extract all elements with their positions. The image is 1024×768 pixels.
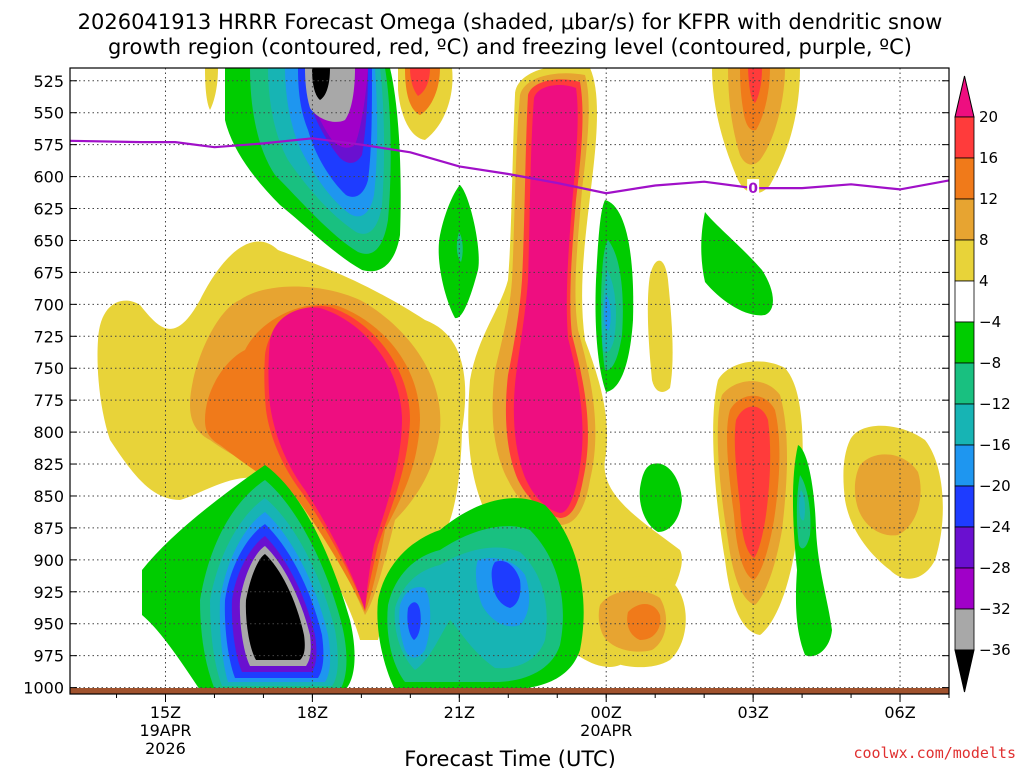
- colorbar-label: −4: [979, 313, 1001, 331]
- credit-text: coolwx.com/modelts: [853, 744, 1016, 762]
- colorbar-segment: [954, 321, 975, 364]
- colorbar-label: −16: [979, 436, 1011, 454]
- y-tick-label: 950: [33, 615, 64, 634]
- omega-fill-cyan-04z: [799, 490, 805, 521]
- x-tick-label: 00Z: [591, 703, 622, 722]
- y-tick-label: 825: [33, 455, 64, 474]
- omega-fill-green-01z-mid: [639, 463, 682, 532]
- y-tick-label: 725: [33, 327, 64, 346]
- omega-fill-yellow-right-small: [647, 260, 673, 392]
- colorbar-segment: [954, 362, 975, 405]
- omega-fill-green-04z: [792, 445, 832, 657]
- freezing-level: 0: [69, 137, 950, 197]
- y-tick-label: 850: [33, 487, 64, 506]
- colorbar-label: −28: [979, 559, 1011, 577]
- colorbar-label: 4: [979, 272, 989, 290]
- y-tick-label: 525: [33, 72, 64, 91]
- colorbar-label: −24: [979, 518, 1011, 536]
- colorbar-label: −8: [979, 354, 1001, 372]
- y-tick-label: 575: [33, 136, 64, 155]
- colorbar-label: 20: [979, 108, 998, 126]
- colorbar-segment: [954, 157, 975, 200]
- freezing-label-bg: [747, 179, 760, 196]
- colorbar-label: −20: [979, 477, 1011, 495]
- colorbar-label: 16: [979, 149, 998, 167]
- colorbar-segment: [954, 239, 975, 282]
- colorbar-label: −12: [979, 395, 1011, 413]
- colorbar-bottom-arrow: [954, 649, 975, 693]
- omega-fill-blue-lower-center: [407, 560, 521, 640]
- colorbar-segment: [954, 485, 975, 528]
- y-tick-label: 650: [33, 231, 64, 250]
- colorbar-segment: [954, 567, 975, 610]
- omega-fill-lightblue-00z: [604, 295, 611, 331]
- chart-title-line2: growth region (contoured, red, ºC) and f…: [108, 35, 912, 59]
- omega-fill-red-mid-03z: [734, 406, 771, 558]
- omega-fill-black-lower-17z: [245, 554, 305, 660]
- y-tick-label: 600: [33, 168, 64, 187]
- omega-fill-green-02z-upper: [701, 212, 773, 316]
- omega-fill-black-upper-18z: [312, 68, 330, 100]
- colorbar-segment: [954, 403, 975, 446]
- grid-lines: [70, 68, 949, 694]
- y-tick-label: 900: [33, 551, 64, 570]
- colorbar-top-arrow: [954, 75, 975, 118]
- y-tick-label: 975: [33, 647, 64, 666]
- colorbar-label: −36: [979, 641, 1011, 659]
- ground-strip: [70, 688, 949, 694]
- colorbar-label: −32: [979, 600, 1011, 618]
- y-tick-label: 750: [33, 359, 64, 378]
- freezing-level-label: 0: [748, 181, 758, 197]
- colorbar-segment: [954, 280, 975, 323]
- y-axis: 525 550 575 600 625 650 675 700 725 750 775 800 825 8…: [23, 72, 949, 698]
- omega-fill-orange-low-center: [627, 604, 661, 640]
- colorbar-label: 12: [979, 190, 998, 208]
- colorbar-segment: [954, 198, 975, 241]
- x-tick-year: 2026: [145, 739, 186, 758]
- y-tick-label: 550: [33, 104, 64, 123]
- y-tick-label: 800: [33, 423, 64, 442]
- x-tick-label: 15Z: [150, 703, 181, 722]
- omega-fill-red-top-20z: [410, 68, 430, 96]
- y-tick-label: 625: [33, 200, 64, 219]
- omega-fill-red-top-03z: [748, 68, 762, 103]
- colorbar-segment: [954, 444, 975, 487]
- y-tick-label: 925: [33, 583, 64, 602]
- colorbar-segment: [954, 608, 975, 651]
- x-tick-label: 03Z: [737, 703, 768, 722]
- y-tick-label: 675: [33, 263, 64, 282]
- colorbar-segment: [954, 526, 975, 569]
- omega-fill-teal-thin-21z: [456, 232, 463, 262]
- colorbar: 20 16 12 8 4 −4 −8 −12 −16 −20 −24 −28 −32 −36: [954, 75, 1011, 693]
- plot-frame: [69, 67, 950, 695]
- x-tick-label: 18Z: [297, 703, 328, 722]
- x-tick-date: 19APR: [139, 721, 191, 740]
- omega-fill-magenta-center: [513, 85, 583, 513]
- freezing-level-line: [69, 137, 950, 195]
- colorbar-segment: [954, 116, 975, 159]
- omega-fill-magenta-left: [268, 307, 402, 610]
- y-tick-label: 775: [33, 391, 64, 410]
- x-tick-date: 20APR: [580, 721, 632, 740]
- omega-shading: [97, 68, 943, 690]
- colorbar-label: 8: [979, 231, 989, 249]
- omega-fill-gold-06z: [854, 454, 921, 536]
- x-tick-label: 06Z: [884, 703, 915, 722]
- y-tick-label: 875: [33, 519, 64, 538]
- y-tick-label: 700: [33, 295, 64, 314]
- x-axis-label: Forecast Time (UTC): [404, 747, 616, 768]
- x-tick-label: 21Z: [444, 703, 475, 722]
- omega-fill-yellow-topleft-small: [205, 68, 218, 110]
- chart-title-line1: 2026041913 HRRR Forecast Omega (shaded, …: [78, 10, 943, 34]
- y-tick-label: 1000: [23, 679, 64, 698]
